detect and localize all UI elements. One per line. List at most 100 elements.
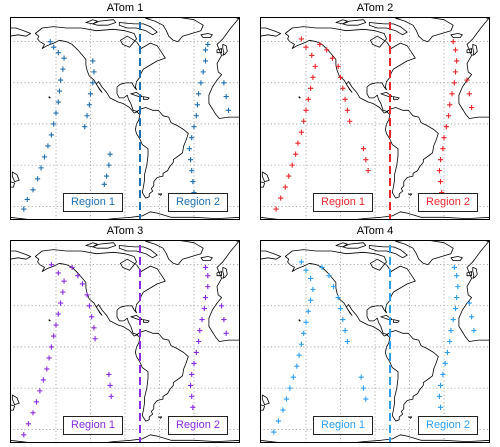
flight-sample-marker	[223, 330, 229, 336]
flight-sample-marker	[301, 118, 307, 124]
region-1-label: Region 1	[63, 193, 124, 212]
flight-sample-marker	[25, 421, 31, 427]
flight-sample-marker	[193, 349, 199, 356]
coastline	[284, 249, 416, 337]
flight-sample-marker	[286, 173, 292, 179]
flight-sample-marker	[101, 181, 107, 187]
flight-sample-marker	[55, 50, 61, 56]
flight-sample-marker	[40, 377, 46, 383]
flight-sample-marker	[189, 393, 195, 399]
flight-sample-marker	[198, 80, 204, 86]
region-2-label: Region 2	[418, 416, 479, 435]
flight-sample-marker	[303, 44, 309, 50]
flight-sample-marker	[278, 195, 284, 201]
flight-sample-marker	[294, 363, 300, 369]
coastline	[216, 271, 222, 277]
flight-sample-marker	[44, 366, 50, 372]
flight-sample-marker	[337, 74, 344, 80]
flight-sample-marker	[335, 295, 341, 301]
flight-sample-marker	[437, 382, 444, 388]
flight-sample-marker	[190, 404, 196, 410]
flight-sample-marker	[197, 327, 203, 334]
flight-sample-marker	[48, 262, 54, 268]
coastlines	[10, 17, 240, 220]
region-1-label: Region 1	[313, 193, 374, 212]
flight-sample-marker	[21, 432, 27, 438]
map-frame	[10, 17, 240, 220]
flight-sample-marker	[309, 52, 315, 59]
flight-sample-marker	[53, 322, 59, 328]
flight-sample-marker	[310, 286, 316, 292]
flight-sample-marker	[283, 396, 290, 402]
map-frame	[10, 240, 240, 443]
flight-sample-marker	[205, 284, 211, 290]
flight-sample-marker	[455, 284, 461, 290]
flight-sample-marker	[223, 93, 229, 100]
flight-sample-marker	[358, 374, 364, 380]
flight-sample-marker	[104, 173, 110, 179]
coastline	[135, 330, 189, 422]
flight-sample-marker	[464, 77, 470, 83]
flight-sample-marker	[191, 360, 197, 367]
flight-sample-marker	[340, 85, 346, 91]
panel-title: ATom 3	[106, 225, 144, 237]
flight-sample-marker	[30, 410, 36, 416]
flight-sample-marker	[469, 104, 475, 111]
flight-sample-marker	[295, 140, 301, 146]
flight-sample-marker	[447, 338, 453, 345]
flight-sample-marker	[303, 107, 309, 113]
flight-sample-marker	[296, 352, 302, 358]
flight-sample-marker	[436, 393, 442, 399]
flight-sample-marker	[312, 63, 318, 69]
coastline	[450, 33, 463, 38]
flight-sample-marker	[46, 355, 52, 361]
flight-sample-marker	[450, 39, 456, 45]
flight-sample-marker	[452, 69, 459, 75]
flight-sample-marker	[271, 429, 277, 435]
coastline	[450, 256, 463, 261]
flight-sample-marker	[437, 404, 444, 410]
flight-sample-marker	[446, 113, 452, 119]
flight-sample-marker	[69, 264, 75, 271]
region-2-label: Region 2	[418, 193, 479, 212]
flight-sample-marker	[202, 58, 209, 64]
coastline	[472, 44, 478, 56]
flight-sample-marker	[24, 196, 30, 203]
flight-sample-marker	[310, 74, 316, 80]
coastline	[260, 181, 265, 188]
flight-sample-marker	[202, 295, 209, 301]
flight-sample-marker	[287, 385, 293, 391]
flight-sample-marker	[308, 275, 314, 282]
flight-sample-marker	[55, 311, 61, 317]
coastline	[380, 315, 393, 320]
panel-atom-3: ATom 3 Region 1 Region 2	[5, 223, 245, 445]
coastline	[260, 211, 490, 220]
flight-sample-marker	[48, 132, 54, 138]
flight-sample-marker	[305, 308, 311, 314]
flight-sample-marker	[308, 85, 314, 91]
flight-sample-marker	[199, 316, 205, 323]
flight-sample-marker	[280, 407, 286, 413]
flight-sample-marker	[33, 399, 40, 405]
coastline	[261, 171, 270, 182]
flight-sample-marker	[454, 295, 460, 301]
flight-sample-marker	[441, 135, 447, 141]
flight-sample-marker	[293, 151, 299, 157]
coastline	[11, 394, 20, 405]
flight-sample-marker	[51, 44, 57, 50]
flight-sample-marker	[60, 66, 66, 72]
flight-sample-marker	[342, 96, 348, 102]
flight-sample-marker	[289, 162, 295, 168]
flight-sample-marker	[342, 327, 348, 334]
flight-sample-marker	[440, 371, 446, 378]
flight-sample-marker	[189, 371, 195, 378]
flight-sample-marker	[35, 176, 41, 182]
flight-sample-marker	[282, 184, 288, 190]
flight-sample-marker	[86, 102, 92, 108]
flight-sample-marker	[45, 143, 51, 149]
flight-sample-marker	[90, 58, 96, 64]
coastline	[143, 96, 150, 100]
panel-atom-4: ATom 4 Region 1 Region 2	[255, 223, 495, 445]
panel-atom-2: ATom 2 Region 1 Region 2	[255, 0, 495, 222]
flight-sample-marker	[108, 393, 114, 399]
